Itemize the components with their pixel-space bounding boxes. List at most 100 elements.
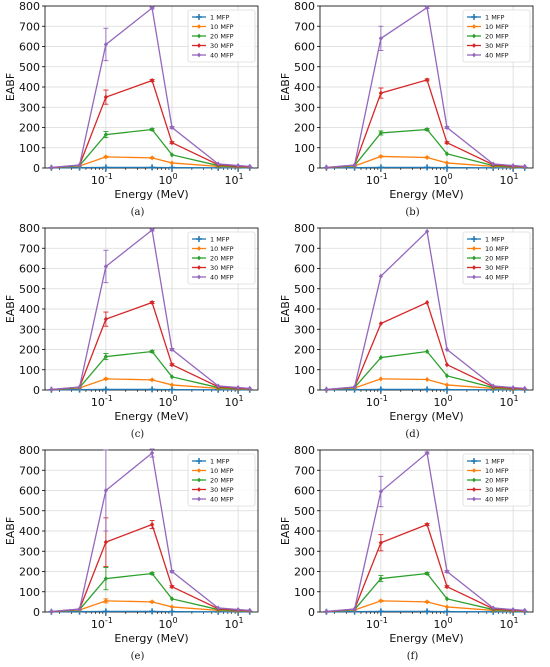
legend-label-40-mfp: 40 MFP	[485, 51, 509, 59]
legend-label-30-mfp: 30 MFP	[485, 486, 509, 494]
data-point	[377, 386, 384, 393]
x-axis-label: Energy (MeV)	[389, 188, 463, 201]
y-tick-label: 300	[294, 545, 315, 558]
x-tick-label: 10-1	[91, 616, 113, 631]
series-line-30-mfp	[51, 79, 250, 169]
chart-a: 0 100 200 300 400 500 600 700 800 10-1 100 101 Energ…	[4, 0, 259, 201]
data-point	[149, 386, 156, 393]
y-tick-label: 600	[294, 263, 315, 276]
legend-label-30-mfp: 30 MFP	[485, 42, 509, 50]
data-point	[169, 604, 175, 610]
data-point	[149, 227, 155, 233]
panel-d: 0 100 200 300 400 500 600 700 800 10-1 100 101 Energ…	[275, 222, 550, 444]
x-tick-label: 10-1	[366, 394, 388, 409]
series-30-mfp	[324, 521, 527, 615]
legend-box	[462, 453, 531, 507]
data-point	[169, 160, 175, 166]
x-tick-label: 10-1	[91, 172, 113, 187]
data-point	[149, 521, 155, 528]
y-tick-label: 700	[19, 242, 40, 255]
data-point	[102, 386, 109, 393]
data-point	[424, 521, 430, 528]
chart-f: 0 100 200 300 400 500 600 700 800 10-1 100 101 Energ…	[279, 444, 534, 645]
x-tick-label: 101	[500, 172, 519, 187]
legend-label-40-mfp: 40 MFP	[210, 495, 234, 503]
data-point	[378, 153, 383, 160]
legend-box	[462, 231, 531, 285]
data-point	[168, 386, 175, 393]
data-point	[424, 77, 430, 83]
x-tick-label: 100	[158, 394, 177, 409]
data-point	[324, 386, 329, 392]
x-tick-label: 100	[433, 394, 452, 409]
chart-b: 0 100 200 300 400 500 600 700 800 10-1 100 101 Energ…	[279, 0, 534, 201]
data-point	[522, 163, 527, 169]
series-line-30-mfp	[51, 301, 250, 391]
y-tick-label: 600	[19, 41, 40, 54]
data-point	[444, 604, 450, 610]
y-axis-label: EABF	[279, 73, 292, 101]
y-tick-label: 300	[19, 323, 40, 336]
legend-marker	[197, 43, 201, 48]
y-tick-label: 400	[294, 81, 315, 94]
legend-box	[187, 453, 256, 507]
caption-e: (e)	[130, 651, 145, 662]
data-point	[169, 362, 175, 368]
data-point	[424, 154, 430, 161]
series-line-40-mfp	[51, 451, 250, 613]
data-point	[424, 599, 430, 605]
x-axis-label: Energy (MeV)	[389, 632, 463, 645]
data-point	[149, 126, 155, 133]
caption-a: (a)	[130, 207, 145, 218]
data-point	[377, 164, 384, 171]
panel-c: 0 100 200 300 400 500 600 700 800 10-1 100 101 Energ…	[0, 222, 275, 444]
legend-label-1-mfp: 1 MFP	[485, 457, 505, 465]
y-tick-label: 800	[19, 0, 40, 13]
y-tick-label: 500	[294, 283, 315, 296]
y-tick-label: 300	[19, 545, 40, 558]
y-tick-label: 800	[294, 0, 315, 13]
y-tick-label: 800	[294, 222, 315, 235]
y-tick-label: 600	[294, 485, 315, 498]
series-line-40-mfp	[326, 230, 525, 391]
legend-label-20-mfp: 20 MFP	[485, 254, 509, 262]
y-tick-label: 500	[19, 61, 40, 74]
data-point	[149, 164, 156, 171]
legend-label-20-mfp: 20 MFP	[210, 32, 234, 40]
data-point	[103, 539, 108, 545]
series-40-mfp	[49, 5, 252, 170]
x-tick-label: 10-1	[366, 172, 388, 187]
legend-label-10-mfp: 10 MFP	[210, 245, 234, 253]
caption-b: (b)	[405, 207, 420, 218]
y-tick-label: 100	[19, 142, 40, 155]
y-tick-label: 0	[33, 162, 40, 175]
data-point	[149, 155, 155, 161]
y-tick-label: 0	[308, 606, 315, 619]
y-tick-label: 100	[294, 142, 315, 155]
panel-a: 0 100 200 300 400 500 600 700 800 10-1 100 101 Energ…	[0, 0, 275, 222]
data-point	[444, 362, 450, 368]
chart-c: 0 100 200 300 400 500 600 700 800 10-1 100 101 Energ…	[4, 222, 259, 423]
data-point	[247, 607, 252, 613]
legend-marker	[471, 236, 477, 242]
legend-box	[187, 9, 256, 63]
legend-label-10-mfp: 10 MFP	[210, 23, 234, 31]
y-tick-label: 600	[294, 41, 315, 54]
y-tick-label: 600	[19, 263, 40, 276]
y-axis-label: EABF	[4, 295, 17, 323]
legend-box	[187, 231, 256, 285]
y-tick-label: 500	[19, 283, 40, 296]
x-tick-label: 101	[225, 616, 244, 631]
y-tick-label: 0	[33, 606, 40, 619]
data-point	[169, 346, 175, 353]
legend-box	[462, 9, 531, 63]
data-point	[77, 162, 82, 168]
y-tick-label: 700	[294, 242, 315, 255]
data-point	[510, 384, 516, 391]
data-point	[378, 540, 383, 546]
data-point	[49, 608, 54, 614]
data-point	[235, 384, 241, 391]
data-point	[216, 383, 221, 389]
